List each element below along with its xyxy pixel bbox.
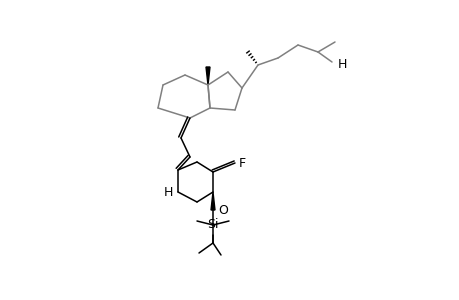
Text: F: F — [238, 157, 245, 169]
Polygon shape — [211, 192, 214, 210]
Text: H: H — [163, 185, 172, 199]
Polygon shape — [206, 67, 210, 85]
Text: Si: Si — [207, 218, 218, 232]
Text: H: H — [336, 58, 346, 70]
Text: O: O — [218, 203, 227, 217]
